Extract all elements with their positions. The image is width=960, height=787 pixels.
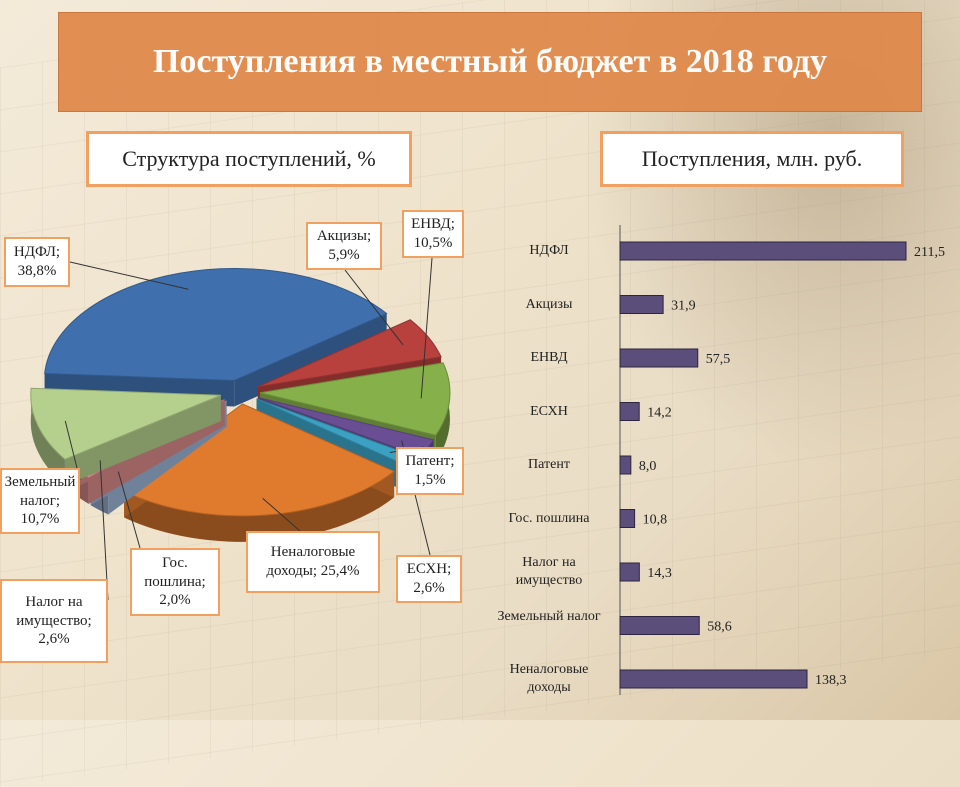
pie-label-ndfl: НДФЛ; 38,8%	[4, 237, 70, 287]
pie-slice-8	[30, 387, 221, 460]
bar-1	[619, 295, 664, 314]
bar-value-labels: 211,5 31,9 57,5 14,2 8,0 10,8 14,3 58,6 138,3	[639, 245, 945, 688]
pie-label-patent: Патент; 1,5%	[396, 447, 464, 495]
bar-category-label: Земельный налог	[497, 608, 601, 624]
bar-value-label: 8,0	[639, 459, 657, 474]
bar-6	[619, 562, 640, 582]
pie-chart-header: Структура поступлений, %	[86, 131, 412, 187]
pie-label-gos-poshlina: Гос. пошлина; 2,0%	[130, 548, 220, 616]
bar-category-label: ЕСХН	[530, 403, 568, 419]
bar-4	[619, 455, 632, 475]
bars	[619, 241, 907, 689]
pie-label-zemelny: Земельный налог; 10,7%	[0, 468, 80, 534]
bar-3	[619, 402, 640, 421]
pie-slice-2	[259, 362, 451, 436]
bar-0	[619, 241, 907, 261]
pie-leader-line	[344, 269, 404, 346]
bar-category-label: Акцизы	[525, 296, 573, 312]
bar-5	[619, 509, 636, 528]
bar-category-label: Патент	[528, 457, 570, 472]
bar-value-label: 57,5	[706, 352, 731, 367]
bar-category-label: Неналоговые доходы	[509, 662, 589, 696]
page-title: Поступления в местный бюджет в 2018 году	[58, 12, 922, 112]
bar-value-label: 31,9	[671, 299, 696, 314]
bar-value-label: 14,2	[647, 406, 672, 421]
bar-2	[619, 348, 699, 368]
bar-value-label: 211,5	[914, 245, 945, 260]
pie-leader-line	[117, 471, 141, 549]
pie-slices	[30, 268, 451, 542]
pie-slice-side	[30, 388, 65, 486]
bar-chart: 211,5 31,9 57,5 14,2 8,0 10,8 14,3 58,6 138,3	[619, 225, 945, 695]
bar-category-label: НДФЛ	[529, 243, 569, 258]
bar-value-label: 10,8	[643, 513, 668, 528]
pie-leader-line	[262, 497, 301, 532]
pie-slice-side	[124, 471, 395, 542]
pie-label-eshn: ЕСХН; 2,6%	[396, 555, 462, 603]
bar-category-label: ЕНВД	[530, 350, 568, 365]
pie-label-envd: ЕНВД; 10,5%	[402, 210, 464, 258]
pie-leader-line	[69, 261, 189, 290]
pie-label-nenalogovye: Неналоговые доходы; 25,4%	[246, 531, 380, 593]
bar-chart-header: Поступления, млн. руб.	[600, 131, 904, 187]
pie-slice-1	[257, 319, 442, 388]
pie-leader-line	[99, 460, 109, 601]
bar-8	[619, 669, 808, 689]
pie-slice-5	[123, 403, 396, 517]
bar-value-label: 14,3	[647, 566, 672, 581]
bar-value-label: 58,6	[707, 620, 732, 635]
pie-leader-line	[420, 257, 433, 399]
bar-category-label: Гос. пошлина	[508, 510, 590, 526]
pie-slice-0	[44, 268, 388, 382]
bar-value-label: 138,3	[815, 673, 847, 688]
bar-category-label: Налог на имущество	[515, 555, 583, 589]
pie-chart	[30, 257, 451, 601]
bar-7	[619, 616, 700, 635]
pie-label-akcizy: Акцизы; 5,9%	[306, 222, 382, 270]
pie-label-imushchestvo: Налог на имущество; 2,6%	[0, 579, 108, 663]
